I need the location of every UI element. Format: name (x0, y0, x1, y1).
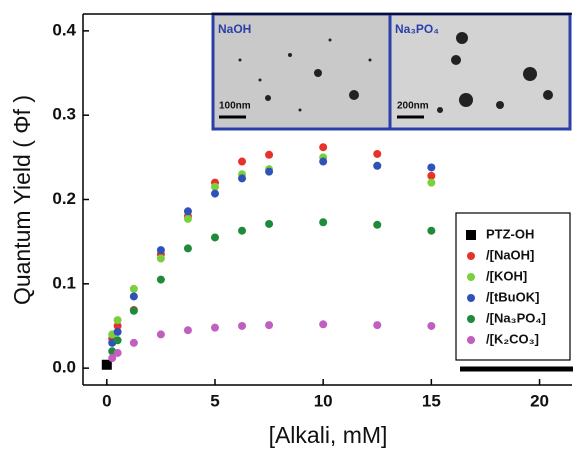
y-tick-label: 0.3 (52, 105, 76, 124)
point (211, 233, 219, 241)
page: {"chart_data": { "type": "scatter", "xla… (0, 0, 573, 453)
legend-label: /[Na₃PO₄] (486, 310, 546, 325)
point (184, 207, 192, 215)
legend-marker (467, 273, 475, 281)
inset-label: Na₃PO₄ (395, 22, 439, 36)
inset-label: NaOH (218, 22, 251, 36)
legend-marker (467, 315, 475, 323)
legend-label: /[K₂CO₃] (486, 331, 539, 346)
y-axis-label: Quantum Yield ( Φf ) (9, 95, 35, 305)
point (211, 324, 219, 332)
point (319, 320, 327, 328)
legend-label: PTZ-OH (486, 226, 534, 241)
x-tick-label: 10 (314, 391, 333, 410)
point (373, 162, 381, 170)
legend-marker (467, 294, 475, 302)
scale-bar-label: 200nm (397, 101, 429, 112)
point (373, 321, 381, 329)
point (238, 227, 246, 235)
point (427, 163, 435, 171)
point (319, 218, 327, 226)
point (130, 285, 138, 293)
y-tick-label: 0.2 (52, 189, 76, 208)
point (114, 328, 122, 336)
legend-label: /[tBuOK] (486, 289, 539, 304)
point (319, 158, 327, 166)
point (114, 336, 122, 344)
point (211, 190, 219, 198)
point (114, 349, 122, 357)
x-tick-label: 5 (210, 391, 219, 410)
x-tick-label: 0 (102, 391, 111, 410)
point (157, 246, 165, 254)
legend-label: /[NaOH] (486, 247, 534, 262)
point (238, 158, 246, 166)
x-tick-label: 20 (530, 391, 549, 410)
point (427, 179, 435, 187)
legend-marker (467, 336, 475, 344)
point (157, 255, 165, 263)
x-tick-label: 15 (422, 391, 441, 410)
point (114, 316, 122, 324)
point (319, 143, 327, 151)
point (130, 307, 138, 315)
point (265, 168, 273, 176)
y-tick-label: 0.1 (52, 273, 76, 292)
point (184, 244, 192, 252)
point (373, 221, 381, 229)
scale-bar-label: 100nm (219, 101, 251, 112)
point (157, 330, 165, 338)
y-tick-label: 0.4 (52, 20, 76, 39)
legend-marker (466, 230, 476, 240)
point (265, 151, 273, 159)
point (130, 339, 138, 347)
point (157, 276, 165, 284)
point (238, 174, 246, 182)
point (238, 322, 246, 330)
x-axis-label: [Alkali, mM] (269, 422, 388, 448)
point (427, 227, 435, 235)
chart: NaOH Na₃PO₄ 100nm 200nm [Alkali, mM] Qua… (0, 0, 573, 453)
point (130, 292, 138, 300)
point (265, 321, 273, 329)
y-tick-label: 0.0 (52, 358, 76, 377)
point (265, 220, 273, 228)
point (184, 326, 192, 334)
point (184, 215, 192, 223)
point (373, 150, 381, 158)
legend-label: /[KOH] (486, 268, 527, 283)
legend-marker (467, 252, 475, 260)
inset: NaOH Na₃PO₄ 100nm 200nm (213, 14, 570, 129)
point (427, 322, 435, 330)
